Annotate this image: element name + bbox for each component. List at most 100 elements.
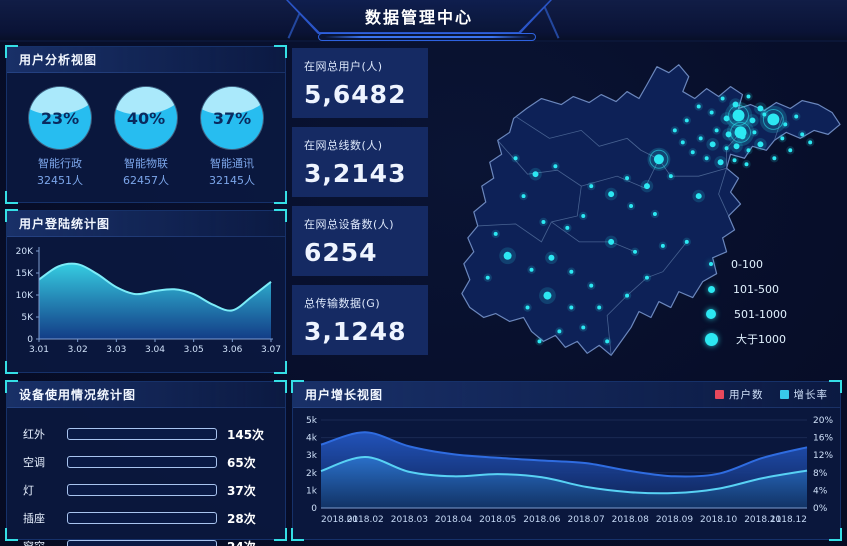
stat-label: 在网总线数(人) <box>304 139 383 152</box>
bar-row-curtain: 窗帘 24次 <box>23 536 269 546</box>
map-legend-row: 101-500 <box>700 281 787 297</box>
svg-text:2018.01: 2018.01 <box>321 515 358 525</box>
header-title-frame: 数据管理中心 <box>286 0 552 34</box>
svg-text:2018.03: 2018.03 <box>391 515 428 525</box>
gauge-label: 智能物联 <box>124 157 168 170</box>
svg-text:3.02: 3.02 <box>68 345 88 355</box>
bar-track <box>67 484 217 496</box>
bar-track <box>67 428 217 440</box>
map-inner-borders <box>477 116 783 356</box>
svg-text:3.01: 3.01 <box>29 345 49 355</box>
svg-text:3.06: 3.06 <box>222 345 242 355</box>
gauge-count: 62457人 <box>123 173 169 187</box>
panel-title: 用户增长视图 <box>305 387 384 402</box>
svg-text:5K: 5K <box>21 313 34 323</box>
map-outline <box>461 64 841 356</box>
svg-text:3.07: 3.07 <box>261 345 281 355</box>
map-legend-label: 0-100 <box>731 257 763 271</box>
stat-card-total-data: 总传输数据(G) 3,1248 <box>292 285 428 355</box>
dot-size-icon <box>708 285 715 293</box>
stat-card-total-devices: 在网总设备数(人) 6254 <box>292 206 428 276</box>
svg-text:8%: 8% <box>813 469 828 479</box>
svg-text:2018.04: 2018.04 <box>435 515 472 525</box>
panel-user-growth: 用户增长视图 用户数 增长率 <box>291 380 842 542</box>
panel-user-analysis: 用户分析视图 23% 智能行政 32451人 40% 智能物联 62457人 <box>5 45 287 204</box>
stat-value: 3,2143 <box>304 159 407 188</box>
svg-text:0%: 0% <box>813 504 828 514</box>
svg-text:4%: 4% <box>813 486 828 496</box>
svg-text:12%: 12% <box>813 451 833 461</box>
bar-row-light: 灯 37次 <box>23 480 269 500</box>
bar-value: 37次 <box>227 483 256 498</box>
svg-text:16%: 16% <box>813 434 833 444</box>
login-chart-container: 0 5K 10K 15K 20K 3.01 3.02 3.03 3.04 3.05 3.06 3.07 <box>7 237 285 373</box>
bar-label: 灯 <box>23 484 34 497</box>
bar-value: 145次 <box>227 427 265 442</box>
svg-text:2018.02: 2018.02 <box>347 515 384 525</box>
region-map <box>432 46 847 376</box>
liquid-circle: 40% <box>115 87 177 149</box>
gauge-count: 32451人 <box>37 173 83 187</box>
svg-text:2018.12: 2018.12 <box>770 515 807 525</box>
bar-label: 空调 <box>23 456 45 469</box>
legend-item-growth-rate[interactable]: 增长率 <box>779 382 829 408</box>
bar-track <box>67 456 217 468</box>
svg-text:2018.05: 2018.05 <box>479 515 516 525</box>
growth-chart-legend: 用户数 增长率 <box>715 382 828 408</box>
gauge-count: 32145人 <box>209 173 255 187</box>
svg-text:3.04: 3.04 <box>145 345 165 355</box>
legend-label: 增长率 <box>793 388 828 401</box>
bar-value: 65次 <box>227 455 256 470</box>
legend-swatch-red-icon <box>715 390 724 399</box>
svg-text:4k: 4k <box>306 434 318 444</box>
liquid-circle: 37% <box>201 87 263 149</box>
bar-label: 红外 <box>23 428 45 441</box>
stat-value: 6254 <box>304 238 378 267</box>
bar-row-aircon: 空调 65次 <box>23 452 269 472</box>
gauge-caption: 智能物联 62457人 <box>104 156 188 189</box>
gauge-percent: 23% <box>40 108 80 128</box>
gauge-percent: 37% <box>212 108 252 128</box>
bar-row-infrared: 红外 145次 <box>23 424 269 444</box>
growth-chart-container: 0 0% 1k 4% 2k 8% 3k 12% 4k 16% 5k 20% 2018.01 2018.02… <box>293 408 840 542</box>
svg-text:2018.06: 2018.06 <box>523 515 560 525</box>
svg-text:20K: 20K <box>16 247 34 257</box>
bar-label: 窗帘 <box>23 538 57 546</box>
device-bar-list: 红外 145次 空调 65次 灯 37次 插座 28次 窗帘 <box>7 408 285 546</box>
map-legend: 0-100 101-500 501-1000 大于1000 <box>700 256 787 347</box>
svg-text:20%: 20% <box>813 416 833 426</box>
svg-text:2k: 2k <box>306 469 318 479</box>
growth-area-chart: 0 0% 1k 4% 2k 8% 3k 12% 4k 16% 5k 20% 2018.012018.02… <box>306 416 833 525</box>
region-map-svg <box>461 64 841 356</box>
map-legend-label: 大于1000 <box>736 333 786 346</box>
stat-card-total-users: 在网总用户(人) 5,6482 <box>292 48 428 118</box>
svg-text:15K: 15K <box>16 269 34 279</box>
bar-track <box>67 512 217 524</box>
svg-text:1k: 1k <box>306 486 318 496</box>
stat-card-total-lines: 在网总线数(人) 3,2143 <box>292 127 428 197</box>
panel-title-bar: 用户增长视图 用户数 增长率 <box>293 382 840 408</box>
gauge-caption: 智能通讯 32145人 <box>190 156 274 189</box>
svg-text:0: 0 <box>311 504 317 514</box>
gauge-admin: 23% 智能行政 32451人 <box>18 87 102 189</box>
legend-item-users[interactable]: 用户数 <box>715 382 764 408</box>
svg-text:2018.11: 2018.11 <box>744 515 781 525</box>
bar-value: 28次 <box>227 511 256 526</box>
dot-size-icon <box>709 262 713 266</box>
legend-swatch-cyan-icon <box>779 390 789 399</box>
panel-title: 用户分析视图 <box>7 47 285 73</box>
svg-text:2018.09: 2018.09 <box>656 515 693 525</box>
map-legend-label: 501-1000 <box>734 307 787 321</box>
gauge-label: 智能行政 <box>38 157 82 170</box>
stat-label: 在网总用户(人) <box>304 60 383 73</box>
stat-value: 3,1248 <box>304 317 407 346</box>
header-title-frame-inner: 数据管理中心 <box>288 0 550 32</box>
page-title: 数据管理中心 <box>364 8 473 27</box>
liquid-gauge-row: 23% 智能行政 32451人 40% 智能物联 62457人 37% <box>7 73 285 189</box>
dot-size-icon <box>706 309 716 319</box>
header-underline-decoration <box>318 33 536 41</box>
dot-size-icon <box>705 332 718 346</box>
svg-text:3.03: 3.03 <box>106 345 126 355</box>
map-legend-row: 0-100 <box>700 256 787 272</box>
